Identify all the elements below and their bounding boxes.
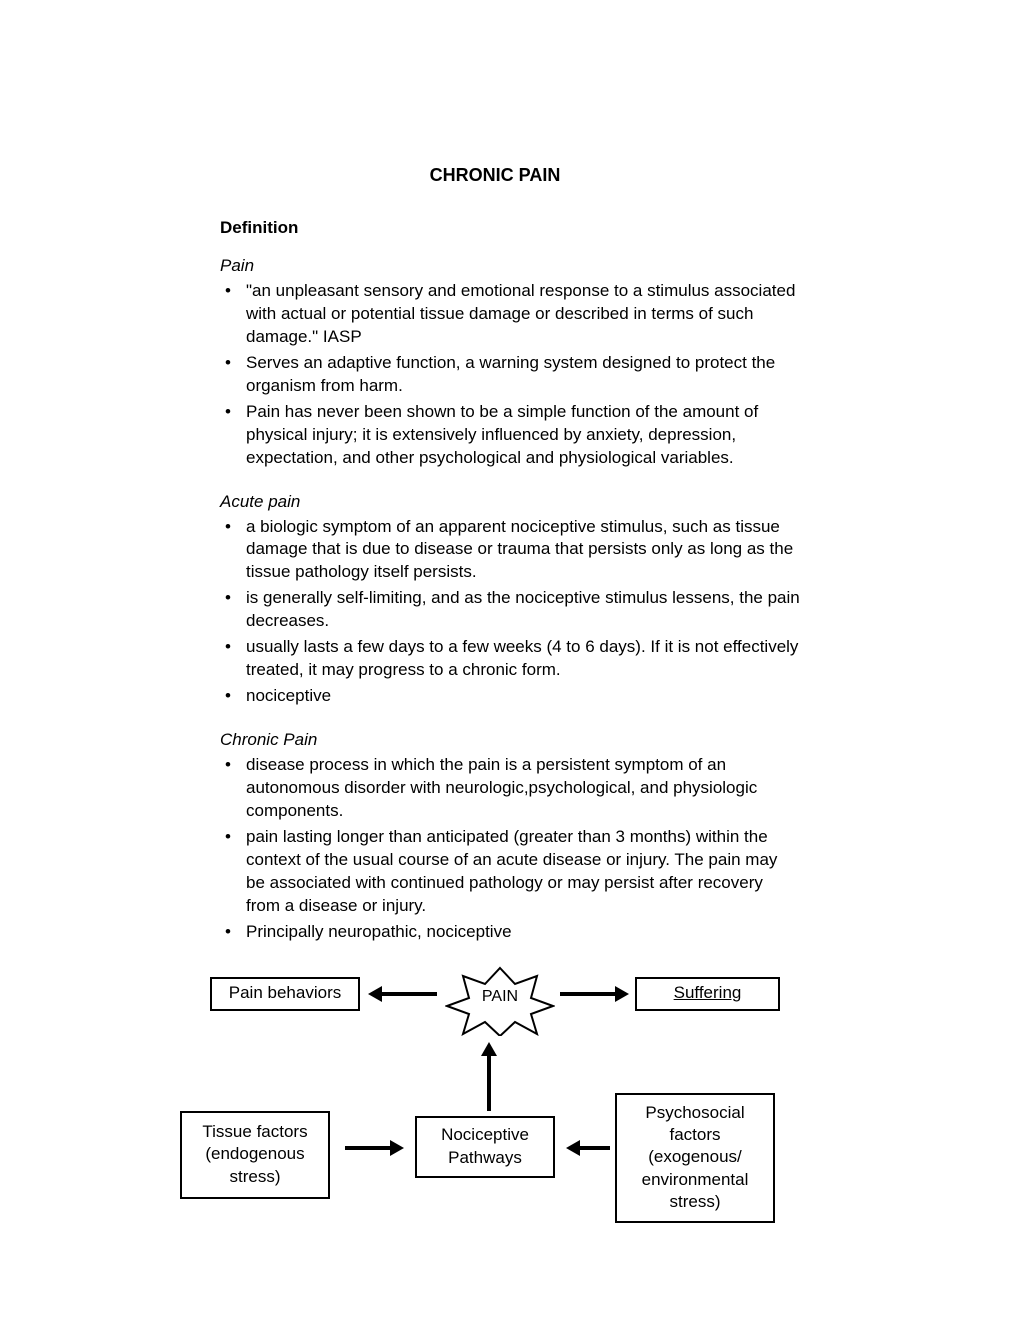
arrow-pain-to-behaviors	[382, 992, 437, 996]
arrow-psychosocial-to-nociceptive	[580, 1146, 610, 1150]
node-psychosocial-factors: Psychosocial factors (exogenous/ environ…	[615, 1093, 775, 1223]
document-title: CHRONIC PAIN	[190, 165, 800, 186]
list-item: "an unpleasant sensory and emotional res…	[220, 280, 800, 349]
arrow-head-icon	[615, 986, 629, 1002]
node-pain-behaviors: Pain behaviors	[210, 977, 360, 1011]
list-item: is generally self-limiting, and as the n…	[220, 587, 800, 633]
list-item: Pain has never been shown to be a simple…	[220, 401, 800, 470]
arrow-head-icon	[566, 1140, 580, 1156]
arrow-head-icon	[481, 1042, 497, 1056]
list-item: usually lasts a few days to a few weeks …	[220, 636, 800, 682]
pain-bullet-list: "an unpleasant sensory and emotional res…	[220, 280, 800, 470]
list-item: Serves an adaptive function, a warning s…	[220, 352, 800, 398]
list-item: a biologic symptom of an apparent nocice…	[220, 516, 800, 585]
node-label: Pain behaviors	[229, 982, 341, 1004]
node-label: Tissue factors (endogenous stress)	[190, 1121, 320, 1187]
arrow-tissue-to-nociceptive	[345, 1146, 390, 1150]
subsection-chronic-header: Chronic Pain	[220, 730, 800, 750]
list-item: Principally neuropathic, nociceptive	[220, 921, 800, 944]
arrow-pain-to-suffering	[560, 992, 615, 996]
node-tissue-factors: Tissue factors (endogenous stress)	[180, 1111, 330, 1199]
arrow-head-icon	[368, 986, 382, 1002]
section-definition-header: Definition	[220, 218, 800, 238]
chronic-bullet-list: disease process in which the pain is a p…	[220, 754, 800, 944]
node-suffering: Suffering	[635, 977, 780, 1011]
node-nociceptive-pathways: Nociceptive Pathways	[415, 1116, 555, 1178]
node-pain-label: PAIN	[445, 988, 555, 1006]
subsection-acute-header: Acute pain	[220, 492, 800, 512]
node-label: Psychosocial factors (exogenous/ environ…	[625, 1102, 765, 1212]
pain-flowchart-diagram: Pain behaviors PAIN Suffering Tissue fac…	[190, 966, 810, 1286]
subsection-pain-header: Pain	[220, 256, 800, 276]
node-label: Suffering	[674, 982, 742, 1004]
list-item: pain lasting longer than anticipated (gr…	[220, 826, 800, 918]
node-pain-star: PAIN	[445, 966, 555, 1036]
list-item: disease process in which the pain is a p…	[220, 754, 800, 823]
arrow-head-icon	[390, 1140, 404, 1156]
acute-bullet-list: a biologic symptom of an apparent nocice…	[220, 516, 800, 709]
list-item: nociceptive	[220, 685, 800, 708]
node-label: Nociceptive Pathways	[425, 1124, 545, 1168]
arrow-nociceptive-to-pain	[487, 1056, 491, 1111]
